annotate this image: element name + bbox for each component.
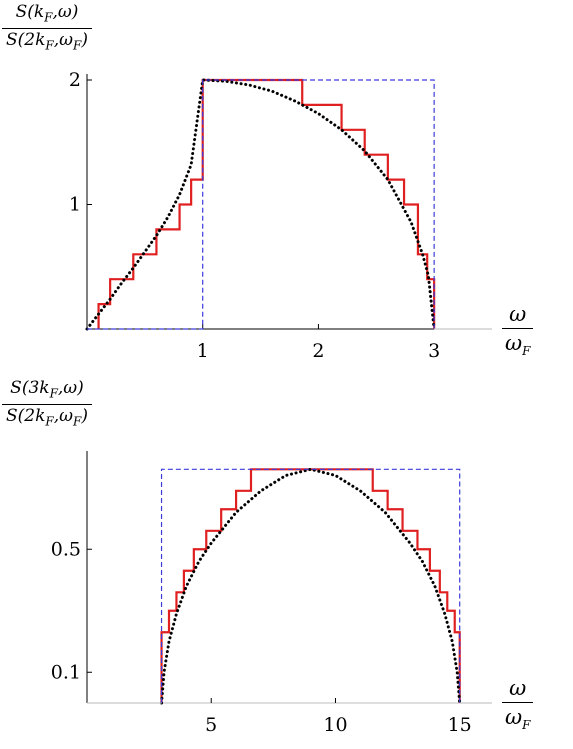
dashed-box-line	[87, 79, 435, 330]
y-tick-label: 1	[69, 194, 81, 216]
y-tick-label: 2	[69, 69, 81, 91]
y-tick-label: 0.1	[51, 661, 81, 683]
dashed-box-line	[160, 468, 461, 703]
x-tick-label: 15	[448, 714, 472, 736]
x-tick-label: 5	[205, 714, 217, 736]
y-tick-label: 0.5	[51, 538, 81, 560]
dotted-curve-line	[160, 467, 462, 705]
x-tick-label: 3	[428, 340, 440, 362]
top-ylabel-denominator: S(2kF,ωF)	[6, 30, 88, 53]
x-tick-label: 10	[323, 714, 347, 736]
x-tick-label: 2	[312, 340, 324, 362]
bottom-xlabel: ω ωF	[502, 676, 534, 737]
top-ylabel: S(kF,ω) S(2kF,ωF)	[2, 2, 92, 56]
bottom-xlabel-denominator: ωF	[505, 705, 531, 733]
x-tick-label: 1	[197, 340, 209, 362]
bottom-ylabel-denominator: S(2kF,ωF)	[6, 406, 88, 429]
top-xlabel-denominator: ωF	[505, 331, 531, 359]
dotted-curve-line	[85, 78, 436, 331]
top-ylabel-numerator: S(kF,ω)	[2, 2, 92, 30]
bottom-ylabel: S(3kF,ω) S(2kF,ωF)	[2, 378, 92, 432]
top-xlabel-numerator: ω	[502, 302, 534, 329]
bottom-panel: 0.1 0.5 5 10 15	[51, 451, 492, 736]
red-step-line	[160, 468, 461, 703]
top-panel: 1 2 1 2 3	[69, 69, 492, 362]
top-xlabel: ω ωF	[502, 302, 534, 363]
red-step-line	[97, 78, 436, 329]
bottom-xlabel-numerator: ω	[502, 676, 534, 703]
bottom-ylabel-numerator: S(3kF,ω)	[2, 378, 92, 406]
